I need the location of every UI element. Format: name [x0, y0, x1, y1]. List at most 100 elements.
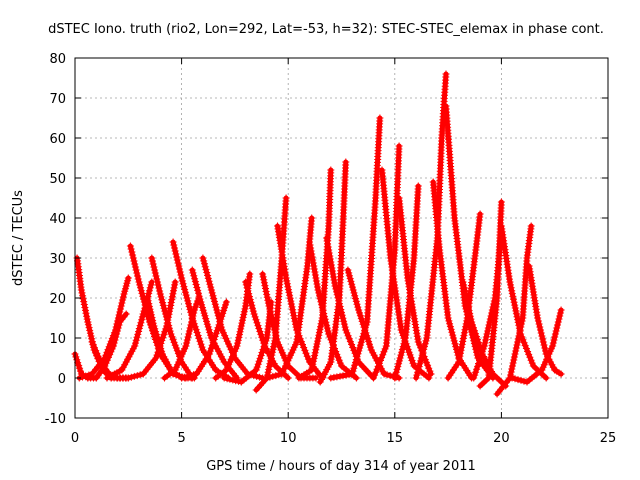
data-point: [528, 359, 536, 367]
data-point: [93, 349, 101, 357]
data-point: [178, 374, 186, 382]
data-point: [275, 371, 283, 379]
data-point: [170, 287, 177, 295]
data-point: [191, 275, 199, 283]
data-point: [127, 245, 135, 253]
data-point: [510, 356, 518, 364]
tick-layer: 0 5 10 15 20 25 -10 0 10 20 30 40 50 60 70 80: [45, 52, 617, 446]
data-point: [260, 343, 268, 351]
data-point: [509, 292, 517, 300]
data-point: [527, 356, 535, 364]
data-point: [482, 333, 490, 341]
data-point: [145, 287, 153, 295]
data-point: [80, 301, 88, 308]
series-10: [161, 294, 203, 382]
data-point: [334, 353, 342, 361]
data-point: [266, 373, 274, 381]
data-point: [512, 347, 520, 355]
data-point: [307, 247, 315, 255]
data-point: [182, 342, 190, 350]
data-point: [172, 250, 180, 258]
data-point: [458, 343, 466, 351]
data-point: [539, 338, 547, 346]
data-point: [282, 274, 290, 282]
data-point: [262, 288, 270, 295]
data-point: [426, 367, 434, 375]
data-point: [351, 292, 359, 300]
data-point: [302, 349, 310, 357]
data-point: [309, 357, 317, 365]
data-point: [134, 275, 142, 283]
data-point: [414, 338, 422, 346]
series-33: [429, 178, 476, 382]
data-point: [203, 269, 211, 276]
data-point: [508, 287, 516, 295]
data-point: [510, 295, 517, 303]
data-point: [259, 346, 267, 354]
data-point: [179, 280, 187, 288]
data-point: [130, 372, 138, 380]
data-point: [259, 270, 267, 278]
data-point: [345, 371, 353, 379]
data-point: [515, 332, 523, 340]
data-point: [304, 355, 312, 363]
data-point: [167, 299, 175, 306]
y-tick-label: 80: [49, 52, 66, 67]
data-point: [459, 335, 467, 342]
data-point: [323, 324, 331, 332]
data-point: [550, 336, 558, 344]
data-point: [325, 249, 333, 257]
data-point: [149, 257, 156, 265]
data-point: [355, 306, 363, 314]
data-point: [242, 281, 250, 289]
y-tick-label: -10: [45, 412, 66, 427]
x-axis-title: GPS time / hours of day 314 of year 2011: [206, 459, 476, 474]
data-point: [459, 338, 467, 345]
series-24: [316, 158, 350, 386]
data-point: [163, 319, 171, 327]
data-point: [135, 328, 143, 335]
data-point: [395, 357, 403, 365]
data-point: [132, 336, 140, 344]
data-point: [80, 298, 88, 306]
data-point: [269, 372, 277, 380]
data-point: [117, 305, 124, 313]
data-point: [284, 283, 292, 291]
data-point: [193, 284, 201, 291]
data-point: [208, 341, 216, 349]
data-point: [282, 194, 290, 202]
data-point: [131, 342, 139, 350]
data-point: [147, 281, 155, 289]
data-point: [166, 327, 174, 335]
data-point: [255, 325, 263, 332]
data-point: [375, 360, 383, 367]
data-point: [514, 338, 522, 346]
data-point: [79, 295, 87, 303]
data-point: [270, 343, 278, 351]
data-point: [194, 286, 202, 294]
data-point: [114, 314, 122, 322]
data-point: [197, 340, 205, 348]
data-point: [181, 373, 189, 381]
data-point: [554, 321, 561, 329]
data-point: [195, 289, 202, 297]
data-point: [517, 376, 525, 384]
data-point: [260, 276, 268, 284]
data-point: [242, 278, 250, 286]
data-point: [136, 322, 144, 330]
data-point: [134, 272, 141, 280]
data-point: [421, 343, 428, 351]
data-point: [314, 334, 322, 342]
data-point: [204, 272, 212, 279]
data-point: [124, 274, 132, 282]
data-point: [117, 302, 125, 310]
data-point: [520, 377, 528, 385]
data-point: [415, 341, 423, 349]
data-point: [115, 311, 123, 319]
data-point: [220, 307, 228, 315]
data-point: [508, 365, 516, 373]
data-point: [327, 374, 335, 382]
data-layer: [71, 70, 565, 398]
data-point: [534, 317, 542, 325]
data-point: [205, 350, 213, 358]
